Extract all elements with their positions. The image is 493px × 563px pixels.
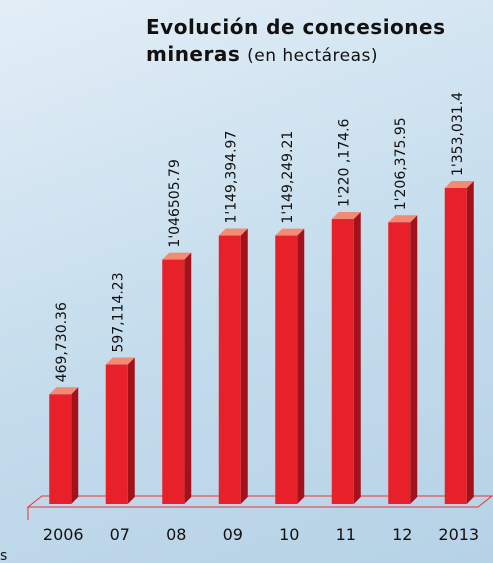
bar (444, 188, 467, 504)
bar-side (127, 357, 135, 504)
bar-side (71, 387, 79, 504)
bar-top (162, 252, 192, 260)
x-tick-label: 10 (279, 525, 299, 544)
bar (218, 235, 241, 505)
bar (275, 235, 298, 504)
bar-side (240, 228, 248, 505)
x-tick-label: 12 (392, 525, 412, 544)
bar (388, 222, 411, 504)
bar-top (331, 212, 361, 220)
chart-title: Evolución de concesiones mineras (146, 15, 446, 66)
bar-side (184, 252, 192, 504)
bar-top (444, 181, 474, 188)
bar-side (466, 181, 474, 504)
value-label: 1'149,249.21 (280, 131, 296, 224)
value-label: 1'046505.79 (167, 159, 183, 247)
x-tick-label: 07 (110, 525, 130, 544)
bar (105, 364, 128, 504)
bar-top (388, 215, 418, 223)
bar-top (105, 357, 135, 365)
x-tick-label: 2006 (43, 525, 84, 544)
value-label: 597,114.23 (111, 272, 127, 352)
value-label: 1'206,375.95 (393, 117, 409, 210)
bar-side (353, 212, 361, 504)
bar-top (275, 228, 305, 236)
bar-top (218, 228, 248, 236)
x-tick-label: 09 (223, 525, 243, 544)
x-tick-label: 11 (336, 525, 356, 544)
value-label: 1'353,031.4 (450, 92, 466, 176)
x-tick-label: 08 (166, 525, 186, 544)
bar-side (410, 215, 418, 504)
source-fragment: s (0, 548, 7, 563)
bar (49, 394, 72, 504)
x-tick-label: 2013 (438, 525, 479, 544)
floor (26, 495, 493, 508)
bar (331, 219, 354, 504)
bar-side (297, 228, 305, 504)
value-label: 1'149,394.97 (224, 131, 240, 224)
bar-top (49, 387, 79, 395)
value-label: 469,730.36 (54, 302, 70, 382)
chart-title-block: Evolución de concesiones mineras (en hec… (146, 14, 486, 70)
chart-subtitle: (en hectáreas) (247, 46, 379, 66)
value-label: 1'220 ,174.6 (337, 118, 353, 207)
bar (162, 259, 185, 504)
